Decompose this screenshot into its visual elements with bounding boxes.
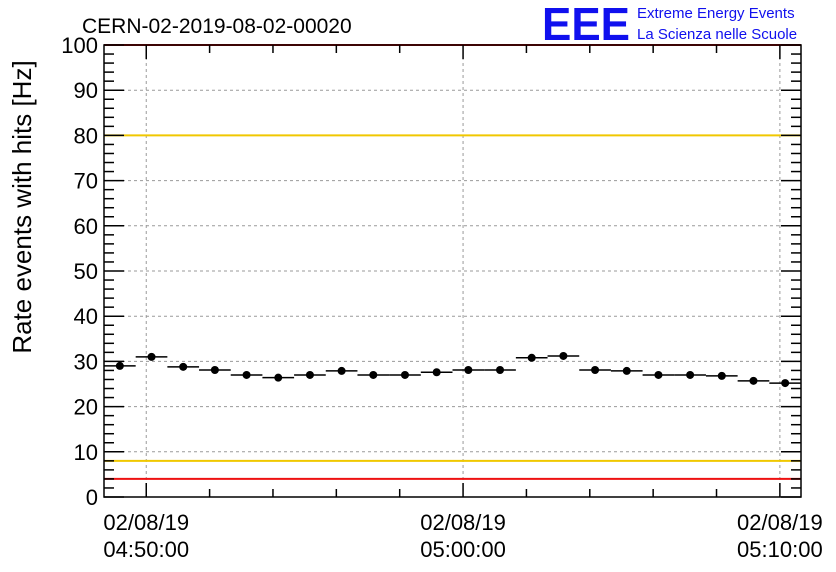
x-tick-labels: 02/08/1904:50:0002/08/1905:00:0002/08/19…	[103, 510, 822, 562]
x-tick-date: 02/08/19	[737, 510, 823, 535]
y-axis-title: Rate events with hits [Hz]	[7, 60, 37, 353]
grid-lines	[104, 45, 801, 497]
point-marker	[337, 366, 346, 375]
y-tick-label: 80	[74, 123, 98, 148]
data-point	[135, 352, 168, 361]
data-point	[230, 370, 263, 379]
y-tick-label: 70	[74, 169, 98, 194]
data-point	[389, 370, 421, 379]
point-marker	[686, 370, 695, 379]
data-point	[167, 362, 200, 371]
point-marker	[274, 373, 283, 382]
point-marker	[749, 376, 758, 385]
data-point	[769, 379, 801, 388]
data-point	[705, 371, 738, 380]
y-tick-label: 40	[74, 304, 98, 329]
point-marker	[464, 365, 473, 374]
y-tick-label: 50	[74, 259, 98, 284]
x-tick-date: 02/08/19	[103, 510, 189, 535]
point-marker	[496, 365, 505, 374]
x-tick-date: 02/08/19	[420, 510, 506, 535]
y-tick-label: 10	[74, 440, 98, 465]
data-point	[325, 366, 358, 375]
point-marker	[242, 370, 251, 379]
point-marker	[591, 365, 600, 374]
data-point	[515, 353, 548, 362]
data-points	[104, 351, 801, 388]
point-marker	[400, 370, 409, 379]
data-point	[642, 370, 675, 379]
data-point	[674, 370, 706, 379]
y-tick-label: 60	[74, 214, 98, 239]
point-marker	[369, 370, 378, 379]
point-marker	[781, 379, 790, 388]
y-tick-label: 30	[74, 349, 98, 374]
data-point	[262, 373, 295, 382]
data-point	[357, 370, 390, 379]
y-tick-labels: 0 10 20 30 40 50 60 70 80 90 100	[61, 33, 98, 510]
limit-lines	[104, 44, 801, 480]
point-marker	[622, 366, 631, 375]
data-point	[420, 368, 453, 377]
point-marker	[559, 351, 568, 360]
point-marker	[147, 352, 156, 361]
axis-ticks	[104, 44, 801, 498]
y-tick-label: 90	[74, 78, 98, 103]
data-point	[484, 365, 516, 374]
data-point	[547, 351, 580, 360]
data-point	[104, 361, 136, 370]
data-point	[610, 366, 643, 375]
data-point	[452, 365, 485, 374]
data-point	[579, 365, 611, 374]
data-point	[199, 365, 231, 374]
point-marker	[654, 370, 663, 379]
y-tick-label: 0	[86, 485, 98, 510]
point-marker	[115, 361, 124, 370]
eee-logo-mark: EEE	[542, 0, 630, 50]
point-marker	[210, 365, 219, 374]
x-tick-time: 05:00:00	[420, 537, 506, 562]
point-marker	[305, 370, 314, 379]
point-marker	[179, 362, 188, 371]
x-tick-time: 04:50:00	[103, 537, 189, 562]
data-point	[294, 370, 326, 379]
y-tick-label: 20	[74, 395, 98, 420]
point-marker	[527, 353, 536, 362]
eee-logo-line2: La Scienza nelle Scuole	[637, 26, 797, 43]
y-tick-label: 100	[61, 33, 98, 58]
eee-logo-line1: Extreme Energy Events	[637, 5, 795, 22]
data-point	[737, 376, 770, 385]
eee-logo: EEE Extreme Energy Events La Scienza nel…	[542, 0, 797, 50]
point-marker	[432, 368, 441, 377]
x-tick-time: 05:10:00	[737, 537, 823, 562]
point-marker	[717, 371, 726, 380]
run-title: CERN-02-2019-08-02-00020	[82, 15, 352, 38]
